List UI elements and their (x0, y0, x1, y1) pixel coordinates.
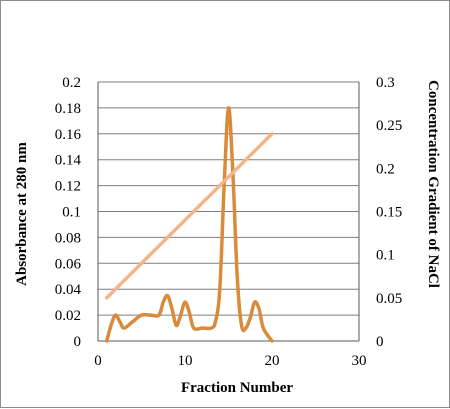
y-tick-label: 0.2 (62, 75, 81, 91)
y-tick-label: 0.06 (55, 256, 82, 272)
y-tick-label: 0.12 (55, 179, 81, 195)
x-tick-label: 10 (178, 353, 193, 369)
x-axis-title: Fraction Number (181, 380, 293, 396)
series-layer (104, 106, 274, 343)
x-tick-label: 30 (352, 353, 367, 369)
y2-tick-label: 0.05 (376, 291, 402, 307)
x-tick-label: 0 (94, 353, 102, 369)
y-tick-label: 0.18 (55, 101, 81, 117)
y-axis-title: Absorbance at 280 nm (14, 142, 30, 286)
y2-axis-title: Concentration Gradient of NaCl (425, 80, 441, 288)
x-tick-label: 20 (265, 353, 280, 369)
y-tick-label: 0.1 (62, 205, 81, 221)
y2-tick-label: 0.2 (376, 161, 395, 177)
y-tick-label: 0.04 (55, 282, 82, 298)
y-tick-label: 0.02 (55, 308, 81, 324)
axis-layer (97, 82, 360, 342)
y2-tick-label: 0.15 (376, 205, 402, 221)
y-tick-label: 0 (74, 334, 82, 350)
y2-tick-label: 0.1 (376, 248, 395, 264)
y2-tick-label: 0.25 (376, 118, 402, 134)
y2-tick-label: 0 (376, 334, 384, 350)
y-tick-label: 0.08 (55, 230, 81, 246)
tick-layer: 0 0.02 0.04 0.06 0.08 0.1 0.12 0.14 0.16 0.18 0.2 0… (55, 75, 403, 369)
y-tick-label: 0.14 (55, 153, 82, 169)
y-tick-label: 0.16 (55, 127, 82, 143)
absorbance-line (104, 106, 274, 343)
nacl-gradient-line (104, 132, 274, 300)
y2-tick-label: 0.3 (376, 75, 395, 91)
